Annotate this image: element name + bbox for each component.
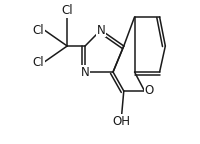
Text: N: N [96,23,105,36]
Text: Cl: Cl [32,55,44,69]
Text: O: O [144,85,153,97]
Text: OH: OH [112,115,130,128]
Text: Cl: Cl [61,4,73,17]
Text: Cl: Cl [32,23,44,36]
Text: N: N [80,66,89,78]
